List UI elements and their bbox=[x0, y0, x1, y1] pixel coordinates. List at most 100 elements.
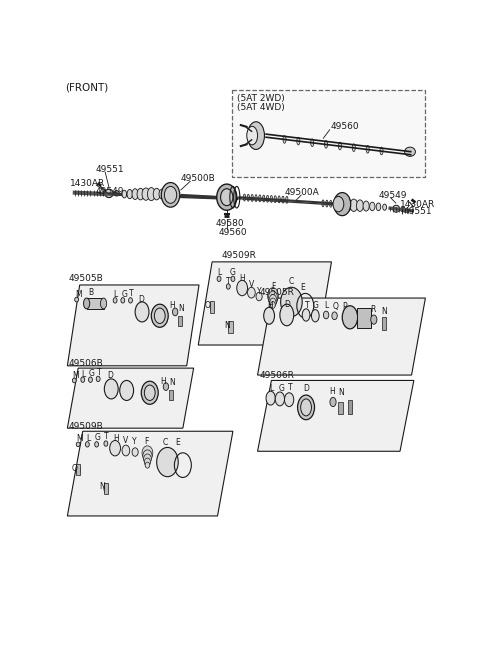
Ellipse shape bbox=[135, 302, 149, 322]
Ellipse shape bbox=[333, 196, 344, 212]
Ellipse shape bbox=[96, 376, 100, 382]
Bar bbox=[348, 400, 352, 415]
Text: H: H bbox=[169, 301, 175, 310]
Ellipse shape bbox=[127, 189, 132, 198]
Text: M: M bbox=[77, 434, 83, 443]
Ellipse shape bbox=[75, 297, 79, 302]
Text: D: D bbox=[285, 301, 290, 309]
Ellipse shape bbox=[274, 196, 276, 202]
Ellipse shape bbox=[266, 391, 275, 405]
Ellipse shape bbox=[153, 189, 160, 200]
Ellipse shape bbox=[269, 295, 277, 306]
Ellipse shape bbox=[264, 307, 275, 324]
Ellipse shape bbox=[256, 292, 262, 301]
Ellipse shape bbox=[330, 398, 336, 407]
Ellipse shape bbox=[88, 377, 92, 383]
Ellipse shape bbox=[85, 441, 89, 447]
Polygon shape bbox=[67, 368, 193, 428]
Ellipse shape bbox=[300, 399, 312, 416]
Ellipse shape bbox=[145, 462, 150, 468]
Text: C: C bbox=[289, 277, 294, 286]
Ellipse shape bbox=[330, 200, 332, 207]
Ellipse shape bbox=[401, 207, 406, 212]
Ellipse shape bbox=[275, 392, 285, 406]
Ellipse shape bbox=[129, 297, 132, 303]
Ellipse shape bbox=[100, 298, 107, 309]
Text: E: E bbox=[175, 438, 180, 447]
Text: D: D bbox=[108, 371, 113, 379]
Ellipse shape bbox=[286, 196, 288, 203]
Ellipse shape bbox=[338, 142, 341, 150]
Ellipse shape bbox=[271, 301, 275, 309]
Ellipse shape bbox=[104, 483, 108, 493]
Ellipse shape bbox=[228, 322, 232, 331]
Ellipse shape bbox=[137, 189, 144, 200]
Text: T: T bbox=[304, 301, 309, 310]
Ellipse shape bbox=[332, 312, 337, 320]
Ellipse shape bbox=[266, 195, 269, 202]
Text: H: H bbox=[267, 301, 273, 310]
Ellipse shape bbox=[122, 445, 130, 456]
Bar bbox=[382, 317, 386, 329]
Text: T: T bbox=[96, 368, 101, 377]
Text: T: T bbox=[104, 432, 109, 441]
Text: V: V bbox=[123, 436, 128, 445]
Ellipse shape bbox=[337, 200, 339, 208]
Text: N: N bbox=[381, 307, 386, 316]
Ellipse shape bbox=[132, 189, 138, 200]
Ellipse shape bbox=[114, 191, 120, 196]
Bar bbox=[357, 308, 371, 328]
Ellipse shape bbox=[334, 193, 351, 215]
Ellipse shape bbox=[164, 187, 177, 203]
Text: H: H bbox=[329, 386, 335, 396]
Text: E: E bbox=[300, 283, 305, 291]
Ellipse shape bbox=[76, 465, 80, 474]
Bar bbox=[104, 483, 108, 494]
Ellipse shape bbox=[217, 276, 221, 282]
Ellipse shape bbox=[405, 147, 415, 157]
Text: 49505B: 49505B bbox=[69, 274, 104, 284]
Ellipse shape bbox=[161, 183, 180, 207]
Bar bbox=[210, 301, 215, 312]
Bar bbox=[169, 390, 173, 400]
Ellipse shape bbox=[268, 291, 277, 305]
Text: C: C bbox=[163, 438, 168, 447]
Ellipse shape bbox=[122, 190, 127, 198]
Ellipse shape bbox=[298, 395, 314, 420]
Text: G: G bbox=[89, 369, 95, 378]
Text: L: L bbox=[81, 370, 85, 379]
Text: 49506R: 49506R bbox=[260, 371, 295, 381]
Ellipse shape bbox=[237, 280, 248, 296]
Ellipse shape bbox=[105, 189, 113, 198]
Ellipse shape bbox=[144, 454, 151, 464]
Text: 49500B: 49500B bbox=[180, 174, 216, 183]
Text: M: M bbox=[73, 371, 79, 379]
Ellipse shape bbox=[243, 194, 246, 201]
Text: 1430AR: 1430AR bbox=[400, 200, 435, 208]
Ellipse shape bbox=[227, 284, 230, 290]
Ellipse shape bbox=[342, 306, 358, 329]
Ellipse shape bbox=[371, 315, 377, 324]
Ellipse shape bbox=[72, 378, 76, 383]
Text: 49560: 49560 bbox=[331, 122, 360, 131]
Polygon shape bbox=[67, 431, 233, 516]
Text: T: T bbox=[288, 383, 292, 392]
Ellipse shape bbox=[76, 442, 80, 447]
Ellipse shape bbox=[255, 195, 257, 202]
Ellipse shape bbox=[270, 195, 273, 202]
Text: 49549: 49549 bbox=[378, 191, 407, 200]
Ellipse shape bbox=[221, 189, 233, 206]
Ellipse shape bbox=[280, 304, 294, 326]
Ellipse shape bbox=[144, 458, 151, 466]
Text: (FRONT): (FRONT) bbox=[65, 83, 108, 93]
Ellipse shape bbox=[132, 448, 138, 457]
Text: O: O bbox=[72, 464, 78, 473]
Ellipse shape bbox=[231, 276, 235, 282]
Ellipse shape bbox=[376, 203, 381, 211]
Ellipse shape bbox=[142, 446, 153, 460]
Text: F: F bbox=[144, 437, 149, 446]
Ellipse shape bbox=[334, 200, 336, 208]
Ellipse shape bbox=[120, 381, 133, 400]
Bar bbox=[178, 316, 182, 326]
Text: G: G bbox=[312, 301, 318, 310]
